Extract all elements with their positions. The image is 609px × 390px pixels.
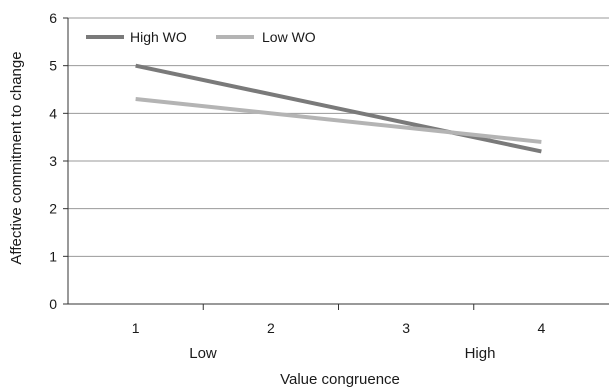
y-tick-label-5: 5 — [49, 58, 57, 74]
y-tick-label-1: 1 — [49, 248, 57, 264]
gridlines — [68, 17, 609, 257]
x-tick-label-2: 2 — [267, 320, 275, 336]
x-axis-title: Value congruence — [280, 371, 400, 388]
y-axis-title: Affective commitment to change — [8, 51, 25, 264]
y-tick-labels: 0 1 2 3 4 5 6 — [49, 10, 57, 312]
legend: High WO Low WO — [86, 29, 316, 45]
series-line-low-wo — [135, 97, 542, 144]
series-line-high-wo — [135, 63, 542, 154]
x-band-label-low: Low — [189, 345, 217, 362]
y-tick-label-2: 2 — [49, 201, 57, 217]
y-tick-label-0: 0 — [49, 296, 57, 312]
legend-label-low-wo: Low WO — [262, 29, 316, 45]
x-band-label-high: High — [465, 345, 496, 362]
axes — [63, 17, 609, 310]
legend-label-high-wo: High WO — [130, 29, 187, 45]
y-tick-label-6: 6 — [49, 10, 57, 26]
x-tick-label-1: 1 — [132, 320, 140, 336]
x-tick-label-4: 4 — [537, 320, 545, 336]
y-tick-label-4: 4 — [49, 105, 57, 121]
x-tick-label-3: 3 — [402, 320, 410, 336]
series-lines — [135, 63, 542, 154]
y-tick-label-3: 3 — [49, 153, 57, 169]
x-tick-labels: 1 2 3 4 — [132, 320, 546, 336]
